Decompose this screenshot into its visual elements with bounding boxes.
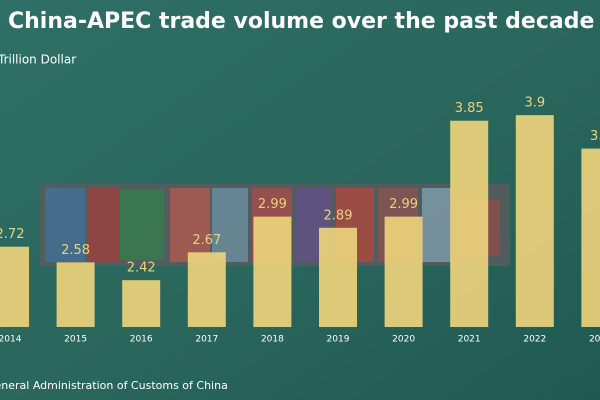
x-tick-label: 2017: [195, 335, 218, 345]
value-label: 2.89: [324, 208, 353, 223]
bar: [122, 280, 161, 327]
x-tick-label: 2016: [130, 335, 153, 345]
bar: [319, 227, 357, 327]
value-label: 2.72: [0, 227, 24, 242]
x-tick-label: 2022: [523, 335, 546, 345]
value-label: 2.67: [192, 233, 221, 248]
bar: [515, 115, 554, 328]
x-tick-label: 2023: [589, 335, 600, 345]
bar: [450, 120, 489, 327]
x-tick-label: 2019: [327, 335, 350, 345]
value-label: 3.85: [455, 101, 484, 116]
value-label: 3.9: [524, 96, 545, 111]
value-label: 2.42: [127, 261, 156, 276]
chart-title: China-APEC trade volume over the past de…: [8, 9, 594, 34]
value-label: 2.58: [61, 243, 90, 258]
unit-label: Trillion Dollar: [0, 53, 76, 67]
bar: [581, 148, 600, 327]
x-tick-label: 2018: [261, 335, 284, 345]
x-tick-label: 2014: [0, 335, 22, 345]
value-label: 3.6: [590, 129, 600, 144]
value-label: 2.99: [258, 197, 287, 212]
x-tick-label: 2015: [64, 335, 87, 345]
value-label: 2.99: [389, 197, 418, 212]
bar: [0, 246, 29, 327]
bar: [56, 262, 95, 327]
source: General Administration of Customs of Chi…: [0, 379, 228, 392]
bar: [253, 216, 292, 327]
x-tick-label: 2021: [458, 335, 481, 345]
bar: [384, 216, 423, 327]
bar: [187, 252, 226, 327]
x-tick-label: 2020: [392, 335, 415, 345]
